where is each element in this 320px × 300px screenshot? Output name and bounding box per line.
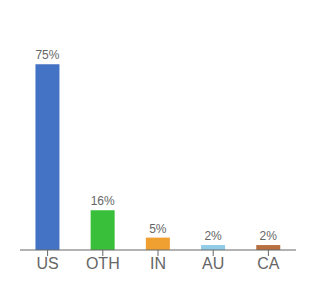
svg-text:5%: 5%	[149, 222, 167, 236]
svg-text:CA: CA	[257, 255, 280, 272]
svg-text:US: US	[36, 255, 58, 272]
svg-text:2%: 2%	[260, 229, 278, 243]
svg-text:OTH: OTH	[86, 255, 120, 272]
svg-text:16%: 16%	[91, 194, 115, 208]
svg-text:75%: 75%	[35, 48, 59, 62]
svg-text:2%: 2%	[204, 229, 222, 243]
svg-text:IN: IN	[150, 255, 166, 272]
svg-text:AU: AU	[202, 255, 224, 272]
